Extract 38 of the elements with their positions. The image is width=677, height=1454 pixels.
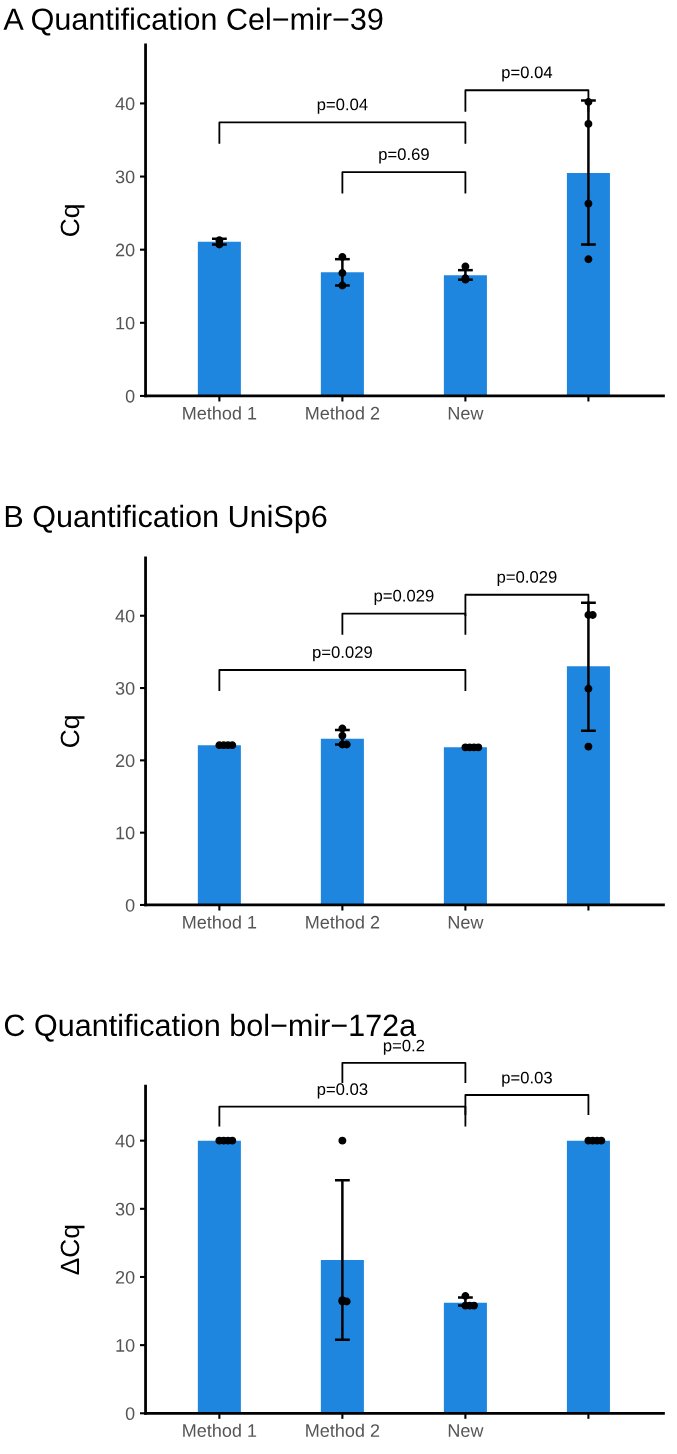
annotation: p=0.04 <box>502 66 553 82</box>
chart-title: B Quantification UniSp6 <box>5 504 327 534</box>
annotation: p=0.69 <box>379 148 429 164</box>
x-tick-label: Method 1 <box>183 915 257 929</box>
annotation: p=0.029 <box>374 589 434 605</box>
x-tick-label: Method 2 <box>306 915 380 929</box>
y-tick-label: 20 <box>115 243 135 257</box>
y-tick-label: 40 <box>115 609 135 623</box>
chart-title: A Quantification Cel−mir−39 <box>3 7 383 36</box>
annotation: p=0.03 <box>317 1083 368 1099</box>
y-tick-label: 0 <box>125 389 135 403</box>
annotation: p=0.029 <box>313 646 372 662</box>
y-tick-label: 40 <box>115 1134 135 1148</box>
y-tick-label: 10 <box>116 826 135 840</box>
y-axis-title: Cq <box>60 205 85 236</box>
annotation: p=0.04 <box>317 98 368 114</box>
y-axis-title: Cq <box>60 716 85 747</box>
text: p=0.2 <box>383 1039 425 1055</box>
y-tick-label: 30 <box>115 170 135 184</box>
x-tick-label: Method 1 <box>183 1423 257 1437</box>
x-tick-label: New <box>448 1424 484 1437</box>
y-tick-label: 10 <box>116 1339 135 1352</box>
y-tick-label: 0 <box>125 1407 135 1421</box>
y-tick-label: 30 <box>115 1202 135 1216</box>
y-tick-label: 10 <box>116 316 135 330</box>
y-tick-label: 20 <box>115 754 135 768</box>
x-tick-label: New <box>448 916 484 929</box>
y-tick-label: 30 <box>115 681 135 695</box>
x-tick-label: Method 2 <box>306 1423 380 1437</box>
x-tick-label: New <box>448 407 484 420</box>
y-tick-label: 0 <box>125 898 135 912</box>
x-tick-label: Method 2 <box>306 406 380 420</box>
annotation: p=0.03 <box>502 1071 552 1087</box>
y-tick-label: 20 <box>115 1270 135 1284</box>
x-tick-label: Method 1 <box>183 406 257 420</box>
annotation: p=0.029 <box>497 571 557 587</box>
y-tick-label: 40 <box>115 97 135 111</box>
y-axis-title: ΔCq <box>60 1225 85 1275</box>
